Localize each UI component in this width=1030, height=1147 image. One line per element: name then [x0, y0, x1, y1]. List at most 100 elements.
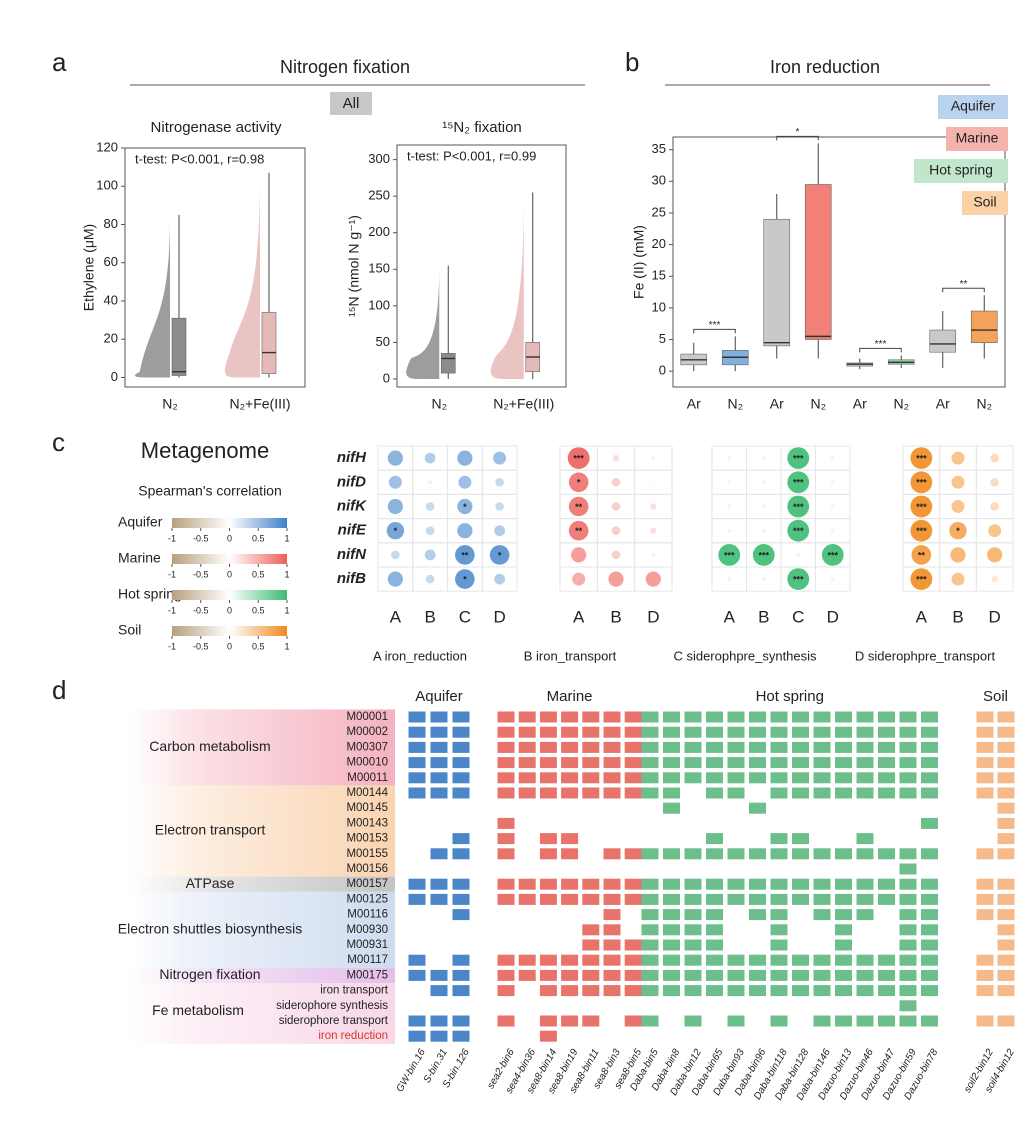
- presence-cell: [749, 788, 766, 799]
- row-label: M00001: [346, 711, 388, 723]
- presence-cell: [641, 757, 659, 769]
- presence-cell: [498, 803, 515, 814]
- column-label: B: [610, 607, 621, 626]
- presence-cell: [642, 864, 659, 875]
- presence-cell: [813, 741, 831, 753]
- presence-cell: [997, 924, 1015, 936]
- presence-cell: [835, 848, 852, 860]
- column-label: A: [573, 607, 585, 626]
- presence-cell: [663, 939, 680, 951]
- colorbar-tick-label: -0.5: [193, 605, 209, 615]
- presence-cell: [749, 985, 766, 997]
- presence-cell: [921, 1015, 938, 1027]
- presence-cell: [770, 726, 788, 738]
- presence-cell: [561, 803, 578, 814]
- presence-cell: [770, 969, 788, 981]
- bubble: [761, 456, 766, 461]
- presence-cell: [856, 787, 874, 799]
- bubble: [727, 504, 732, 509]
- presence-cell: [430, 848, 448, 860]
- row-group-label: Carbon metabolism: [149, 738, 270, 754]
- presence-cell: [856, 1015, 874, 1027]
- box: [804, 184, 832, 340]
- bubble: [425, 574, 435, 584]
- bubble: [910, 519, 933, 542]
- bubble: [387, 450, 403, 466]
- presence-cell: [603, 985, 621, 997]
- presence-cell: [749, 833, 766, 844]
- plot-frame: [124, 147, 306, 388]
- presence-cell: [706, 818, 723, 829]
- presence-cell: [899, 893, 917, 905]
- significance-label: ***: [758, 550, 769, 560]
- presence-cell: [921, 969, 938, 981]
- presence-cell: [519, 909, 536, 920]
- bubble: [568, 520, 589, 541]
- presence-cell: [814, 818, 831, 829]
- row-label: nifE: [338, 522, 367, 539]
- y-tick-label: 50: [376, 334, 390, 349]
- colorbar-tick-label: 1: [284, 569, 289, 579]
- presence-cell: [921, 711, 938, 723]
- colorbar-tick-label: 1: [284, 641, 289, 651]
- bubble: [910, 568, 933, 590]
- presence-cell: [856, 757, 874, 769]
- presence-cell: [706, 924, 723, 936]
- presence-cell: [976, 985, 994, 997]
- presence-cell: [684, 893, 702, 905]
- presence-cell: [561, 848, 579, 860]
- presence-cell: [921, 985, 938, 997]
- presence-cell: [856, 772, 874, 784]
- presence-cell: [582, 772, 600, 784]
- presence-cell: [603, 924, 621, 936]
- presence-cell: [792, 833, 809, 845]
- presence-cell: [539, 726, 557, 738]
- colorbar-tick-label: 0: [227, 569, 232, 579]
- presence-cell: [409, 818, 426, 829]
- presence-cell: [706, 969, 723, 981]
- y-tick-label: 20: [104, 331, 118, 346]
- presence-cell: [582, 833, 599, 844]
- bubble: [611, 526, 621, 535]
- presence-cell: [539, 711, 557, 723]
- presence-cell: [519, 818, 536, 829]
- presence-cell: [813, 757, 831, 769]
- presence-cell: [706, 878, 723, 890]
- bubble: [425, 526, 435, 535]
- presence-cell: [997, 772, 1015, 784]
- presence-cell: [835, 818, 852, 829]
- presence-cell: [408, 893, 426, 905]
- presence-cell: [685, 788, 702, 799]
- presence-cell: [582, 818, 599, 829]
- bubble: [388, 475, 402, 489]
- x-tick-label: N₂: [810, 396, 826, 412]
- presence-cell: [663, 1000, 680, 1011]
- presence-cell: [663, 909, 680, 921]
- presence-cell: [603, 711, 621, 723]
- colorbar: [172, 626, 287, 636]
- bubble: [950, 547, 966, 563]
- presence-cell: [582, 893, 600, 905]
- row-label: M00930: [346, 924, 388, 936]
- tag-label: All: [343, 95, 360, 112]
- presence-cell: [603, 741, 621, 753]
- column-label: D: [493, 607, 505, 626]
- presence-cell: [625, 1000, 642, 1011]
- presence-cell: [624, 848, 642, 860]
- presence-cell: [749, 741, 766, 753]
- bubble: [787, 495, 810, 518]
- presence-cell: [878, 940, 895, 951]
- presence-cell: [976, 711, 994, 723]
- presence-cell: [452, 726, 470, 738]
- presence-cell: [856, 726, 874, 738]
- presence-cell: [921, 954, 938, 966]
- presence-cell: [625, 864, 642, 875]
- presence-cell: [899, 787, 917, 799]
- presence-cell: [900, 818, 917, 829]
- presence-cell: [856, 848, 874, 860]
- presence-cell: [624, 893, 642, 905]
- column-label: D: [989, 607, 1001, 626]
- column-key: D siderophpre_transport: [855, 648, 996, 663]
- presence-cell: [625, 803, 642, 814]
- presence-cell: [430, 787, 448, 799]
